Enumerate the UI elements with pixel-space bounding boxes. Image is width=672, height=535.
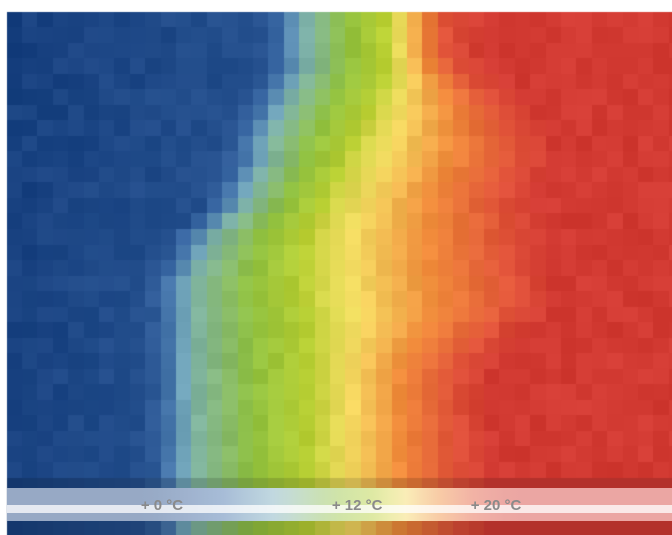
legend-tick-label: + 12 °C	[332, 497, 383, 514]
legend-highlight	[7, 505, 672, 513]
legend-tick-label: + 20 °C	[471, 497, 522, 514]
legend-color-band	[7, 488, 672, 521]
legend-tick-label: + 0 °C	[141, 497, 183, 514]
